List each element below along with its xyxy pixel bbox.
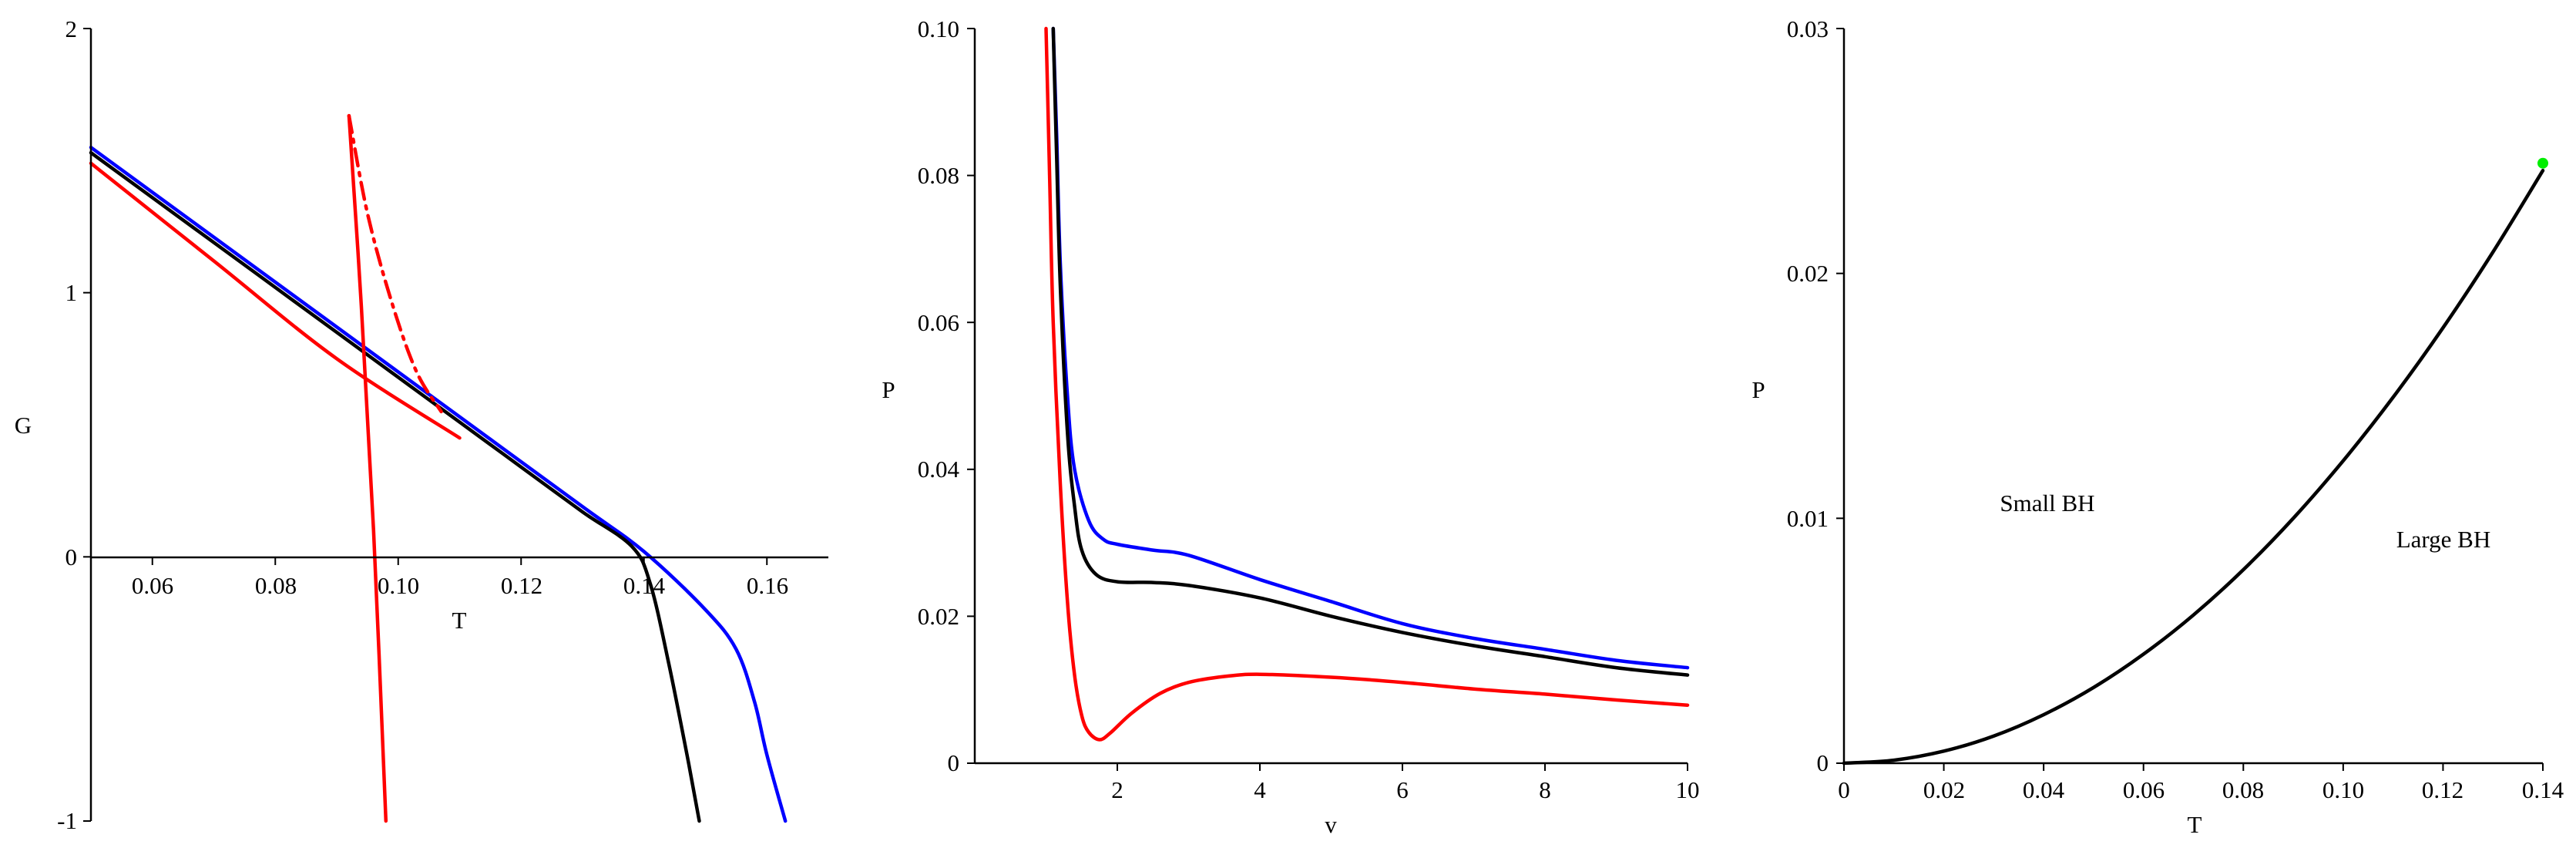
panel-p-vs-t-ytick: 0.01 [1787,505,1829,532]
panel-g-vs-t: 2 1 0 -1 0.06 0.08 0.10 0.12 0.14 0.16 T… [15,15,828,834]
panel-p-vs-v-curves [1044,26,1690,742]
panel-p-vs-v-ylabel: P [882,376,895,403]
panel-p-vs-v-xtick: 10 [1676,776,1700,803]
panel-g-vs-t-xtick: 0.06 [132,572,173,599]
panel-p-vs-v-xtick: 4 [1254,776,1266,803]
panel-p-vs-v-xlabel: v [1325,811,1337,838]
panel-p-vs-v-xtick: 8 [1539,776,1551,803]
panel-p-vs-t-ticks [1836,28,2544,771]
panel-p-vs-v-series-red [1044,26,1690,742]
panel-p-vs-t-xtick: 0 [1838,776,1850,803]
panel-p-vs-t-xtick: 0.02 [1923,776,1965,803]
panel-g-vs-t-xlabel: T [452,607,467,634]
annotation-large-bh: Large BH [2396,526,2491,553]
panel-p-vs-t-xtick: 0.04 [2023,776,2065,803]
panel-g-vs-t-xtick: 0.08 [255,572,297,599]
panel-p-vs-v-ytick: 0 [948,749,960,776]
panel-p-vs-t-xtick: 0.08 [2222,776,2264,803]
panel-g-vs-t-ytick: 0 [65,543,78,570]
panel-g-vs-t-series-black [89,150,701,823]
panel-g-vs-t-xtick: 0.12 [501,572,542,599]
panel-g-vs-t-ylabel: G [15,412,32,439]
panel-p-vs-t: 0 0.01 0.02 0.03 0 0.02 0.04 0.06 0.08 0… [1751,15,2564,838]
panel-p-vs-v-ticks [967,28,1688,771]
panel-p-vs-v-xtick: 6 [1396,776,1409,803]
panel-p-vs-t-ytick: 0 [1817,749,1829,776]
panel-p-vs-v-ytick: 0.02 [918,603,959,630]
panel-g-vs-t-ytick: 1 [65,279,78,306]
panel-g-vs-t-series-red-dashdot [347,113,443,414]
panel-g-vs-t-ytick: -1 [57,807,77,834]
panel-p-vs-v-ytick: 0.10 [918,15,959,42]
panel-p-vs-t-xtick: 0.12 [2422,776,2463,803]
panel-p-vs-t-series-black [1842,168,2545,766]
panel-g-vs-t-curves [89,113,788,823]
panel-p-vs-v-xtick: 2 [1111,776,1123,803]
panel-g-vs-t-xtick: 0.16 [747,572,788,599]
panel-p-vs-v: 0 0.02 0.04 0.06 0.08 0.10 2 4 6 8 10 v … [882,15,1699,838]
panel-g-vs-t-xtick: 0.14 [623,572,666,599]
annotation-small-bh: Small BH [2000,490,2094,517]
panel-p-vs-t-xlabel: T [2188,811,2202,838]
panel-p-vs-t-ylabel: P [1751,376,1765,403]
panel-g-vs-t-series-red [347,113,388,823]
critical-point-marker [2537,157,2548,169]
panel-p-vs-t-xtick: 0.06 [2123,776,2165,803]
panel-p-vs-t-xtick: 0.10 [2322,776,2364,803]
panel-p-vs-v-ytick: 0.06 [918,309,959,336]
panel-p-vs-v-ytick: 0.08 [918,162,959,189]
panel-g-vs-t-series-red [89,161,462,440]
panel-g-vs-t-xtick: 0.10 [378,572,419,599]
panel-p-vs-v-series-black [1051,26,1690,677]
panel-g-vs-t-series-blue [89,145,788,823]
panel-p-vs-t-ytick: 0.03 [1787,15,1829,42]
panel-p-vs-v-ytick: 0.04 [918,456,960,483]
panel-g-vs-t-ytick: 2 [65,15,78,42]
panel-p-vs-t-curves [1842,157,2548,766]
panel-p-vs-v-series-blue [1051,26,1690,670]
panel-g-vs-t-ticks [83,28,768,822]
panel-p-vs-t-ytick: 0.02 [1787,260,1829,287]
panel-p-vs-t-xtick: 0.14 [2522,776,2564,803]
